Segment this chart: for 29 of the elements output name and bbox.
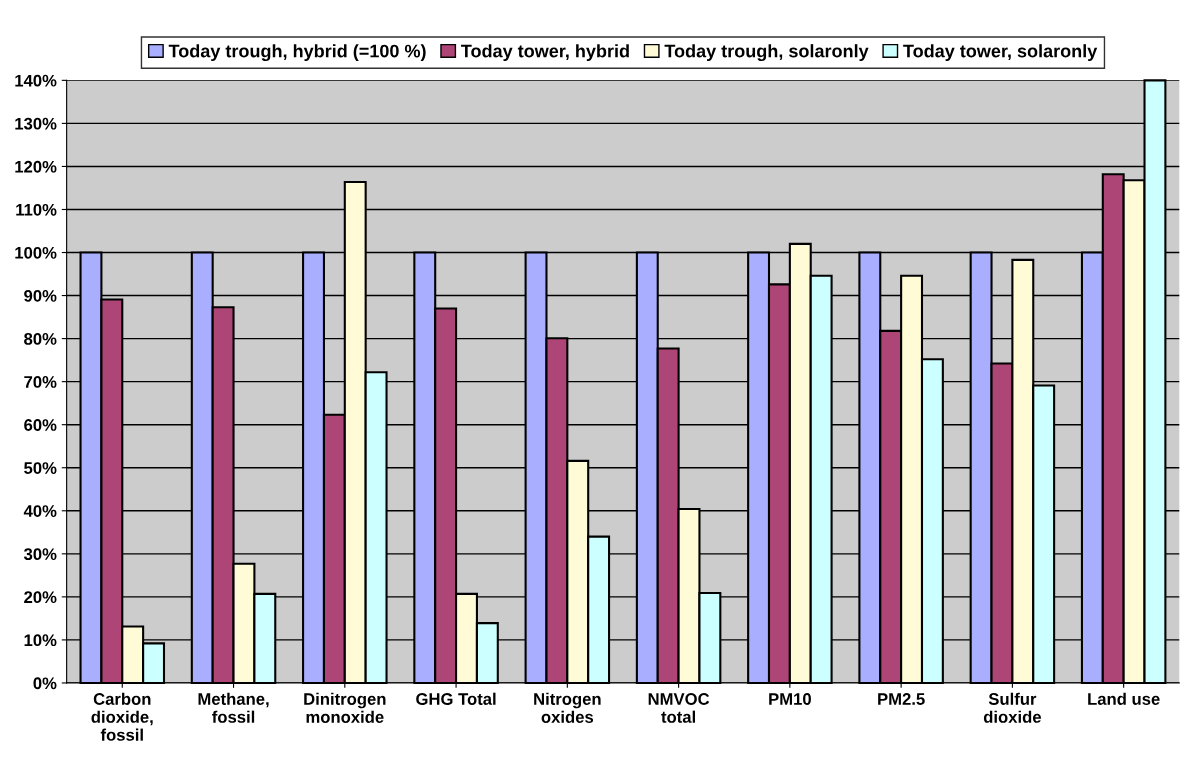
legend-label: Today tower, solaronly <box>903 44 1098 61</box>
y-tick-label: 120% <box>15 160 57 173</box>
y-tick-label: 20% <box>24 591 57 604</box>
y-tick-label: 40% <box>23 505 57 517</box>
legend-label: Today tower, hybrid <box>461 44 629 61</box>
y-tick-label: 60% <box>24 419 57 431</box>
x-tick-label: PM10 <box>769 693 811 705</box>
x-tick-label: Nitrogen oxides <box>534 692 601 723</box>
legend-label: Today trough, solaronly <box>664 44 869 62</box>
y-tick-label: 50% <box>24 462 57 474</box>
x-tick-label: Methane, fossil <box>198 692 269 723</box>
y-tick-label: 10% <box>24 634 57 647</box>
x-tick-label: PM2.5 <box>878 693 925 705</box>
x-tick-label: Carbon dioxide, fossil <box>91 692 153 741</box>
x-tick-label: GHG Total <box>416 692 496 705</box>
x-tick-label: Dinitrogen monoxide <box>304 692 386 723</box>
y-tick-label: 30% <box>23 548 57 561</box>
y-tick-label: 140% <box>15 74 57 87</box>
x-tick-label: Sulfur dioxide <box>983 692 1041 723</box>
y-tick-label: 130% <box>15 117 57 130</box>
y-tick-label: 100% <box>15 246 57 259</box>
legend-label: Today trough, hybrid (=100 %) <box>168 44 426 62</box>
y-tick-label: 90% <box>24 289 57 302</box>
y-tick-label: 80% <box>24 333 57 345</box>
y-tick-label: 0% <box>33 677 57 690</box>
x-tick-label: Land use <box>1088 692 1160 705</box>
y-tick-label: 110% <box>16 203 57 216</box>
y-tick-label: 70% <box>24 376 57 388</box>
x-tick-label: NMVOC total <box>648 693 710 723</box>
